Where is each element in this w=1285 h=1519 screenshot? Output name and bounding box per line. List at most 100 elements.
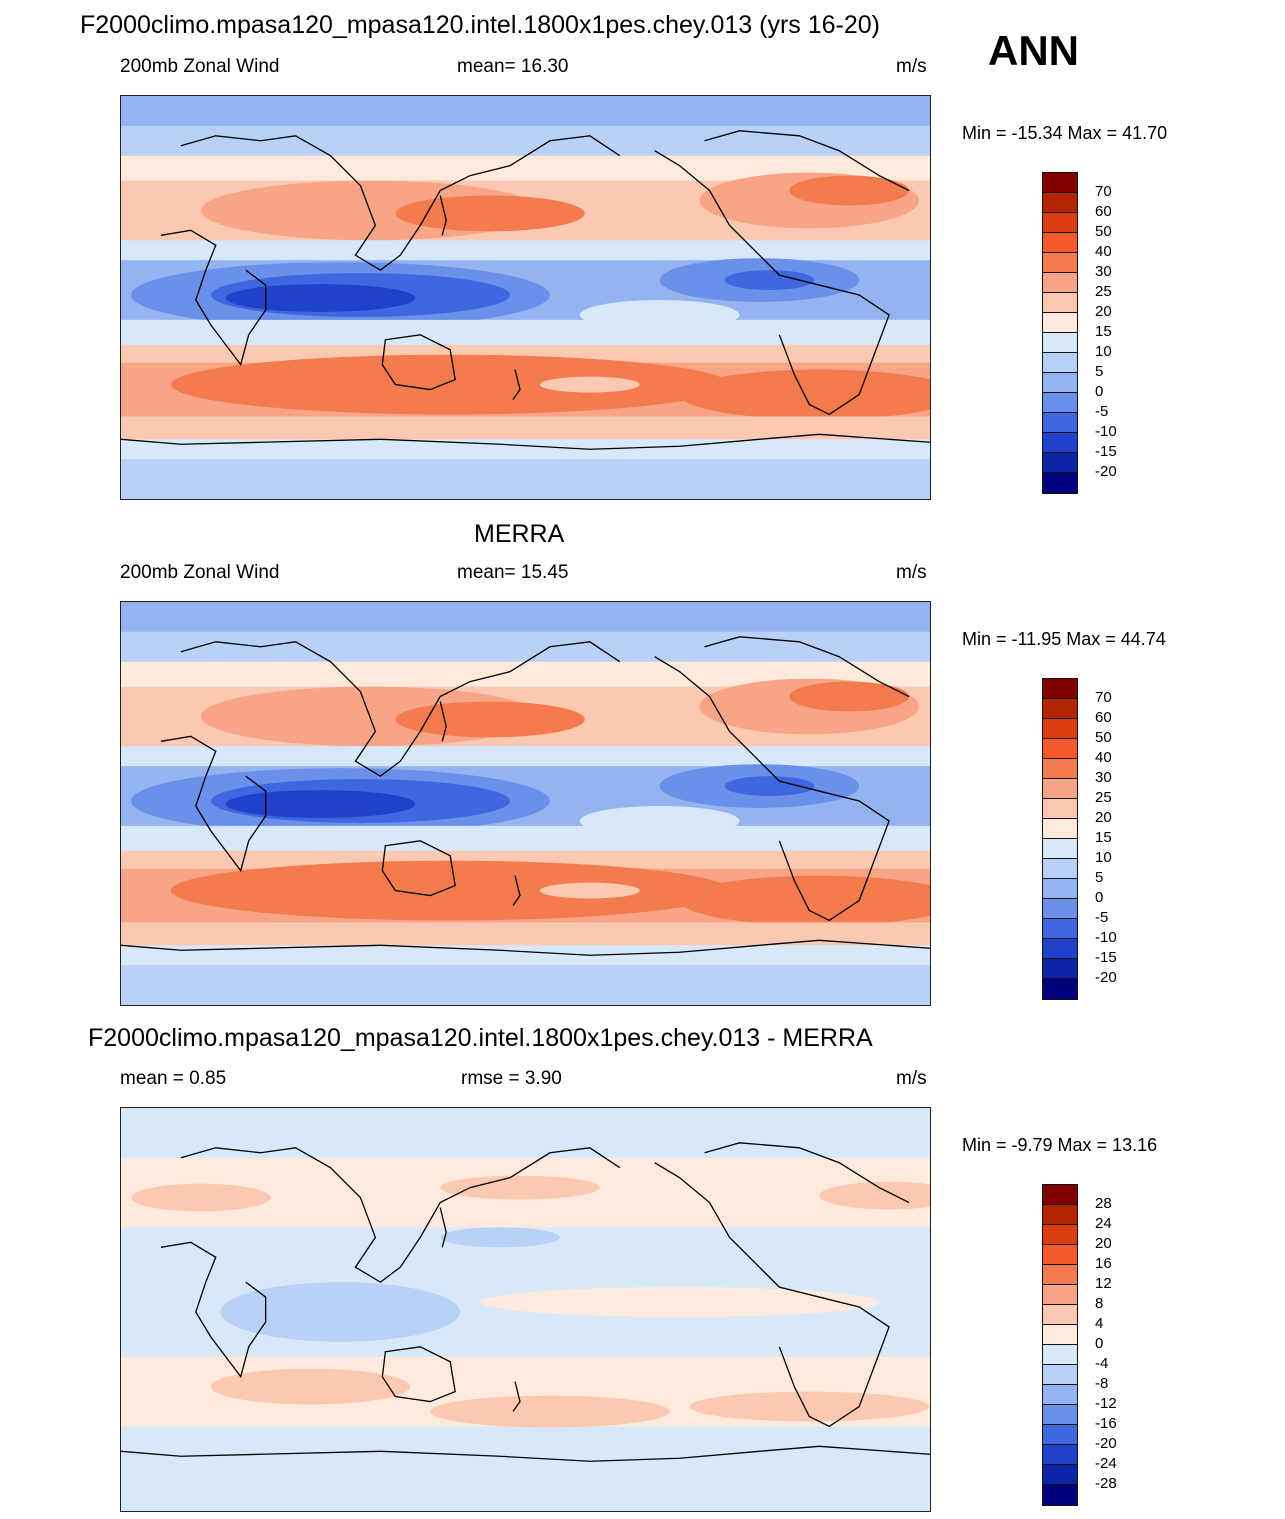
panel3-title: F2000climo.mpasa120_mpasa120.intel.1800x… — [88, 1024, 873, 1052]
colorbar-swatch — [1043, 213, 1077, 233]
panel3-map — [120, 1107, 931, 1512]
coastline — [512, 369, 521, 400]
colorbar-swatch — [1043, 679, 1077, 699]
coastline — [654, 656, 890, 922]
colorbar-swatch — [1043, 1445, 1077, 1465]
panel1-mean-label: mean= 16.30 — [457, 56, 569, 77]
colorbar-swatch — [1043, 333, 1077, 353]
contour-region — [430, 1395, 670, 1428]
contour-region — [789, 175, 910, 206]
colorbar-tick-label: 25 — [1095, 789, 1112, 806]
colorbar-swatch — [1043, 1385, 1077, 1405]
panel2-colorbar — [1042, 678, 1078, 1000]
colorbar-swatch — [1043, 839, 1077, 859]
contour-region — [539, 376, 640, 393]
colorbar-swatch — [1043, 1245, 1077, 1265]
colorbar-swatch — [1043, 273, 1077, 293]
coastline — [704, 130, 910, 192]
colorbar-swatch — [1043, 1485, 1077, 1505]
colorbar-tick-label: 40 — [1095, 749, 1112, 766]
colorbar-tick-label: 20 — [1095, 1235, 1112, 1252]
colorbar-tick-label: 60 — [1095, 709, 1112, 726]
colorbar-swatch — [1043, 899, 1077, 919]
contour-region — [225, 284, 416, 312]
colorbar-swatch — [1043, 1465, 1077, 1485]
colorbar-tick-label: 15 — [1095, 829, 1112, 846]
contour-region — [689, 1391, 930, 1422]
colorbar-swatch — [1043, 1265, 1077, 1285]
colorbar-tick-label: 50 — [1095, 729, 1112, 746]
colorbar-swatch — [1043, 1325, 1077, 1345]
colorbar-swatch — [1043, 453, 1077, 473]
coastline — [160, 1241, 267, 1379]
colorbar-swatch — [1043, 759, 1077, 779]
coastline — [160, 229, 267, 367]
contour-region — [480, 1287, 880, 1317]
contour-region — [440, 1175, 600, 1200]
panel1-map — [120, 95, 931, 500]
coastline — [121, 1445, 930, 1462]
colorbar-swatch — [1043, 1365, 1077, 1385]
contour-region — [225, 790, 416, 818]
panel1-colorbar — [1042, 172, 1078, 494]
colorbar-swatch — [1043, 1425, 1077, 1445]
panel3-rmse-label: rmse = 3.90 — [461, 1068, 562, 1089]
colorbar-swatch — [1043, 859, 1077, 879]
colorbar-tick-label: -16 — [1095, 1415, 1117, 1432]
coastline — [180, 641, 621, 777]
figure-title: F2000climo.mpasa120_mpasa120.intel.1800x… — [80, 11, 881, 39]
colorbar-swatch — [1043, 413, 1077, 433]
contour-band — [121, 922, 930, 948]
colorbar-tick-label: -12 — [1095, 1395, 1117, 1412]
contour-region — [539, 882, 640, 899]
colorbar-tick-label: -5 — [1095, 909, 1109, 926]
colorbar-tick-label: 4 — [1095, 1315, 1104, 1332]
coastline — [704, 1142, 910, 1204]
panel1-variable-label: 200mb Zonal Wind — [120, 56, 280, 77]
colorbar-swatch — [1043, 1305, 1077, 1325]
colorbar-swatch — [1043, 293, 1077, 313]
colorbar-tick-label: 5 — [1095, 869, 1104, 886]
colorbar-swatch — [1043, 1225, 1077, 1245]
colorbar-swatch — [1043, 879, 1077, 899]
panel2-variable-label: 200mb Zonal Wind — [120, 562, 280, 583]
coastline — [439, 1207, 447, 1248]
colorbar-tick-label: -24 — [1095, 1455, 1117, 1472]
colorbar-swatch — [1043, 393, 1077, 413]
colorbar-tick-label: 25 — [1095, 283, 1112, 300]
coastline — [439, 195, 447, 236]
colorbar-tick-label: 16 — [1095, 1255, 1112, 1272]
panel1-units-label: m/s — [896, 56, 927, 77]
contour-band — [121, 439, 930, 460]
colorbar-tick-label: -10 — [1095, 929, 1117, 946]
colorbar-tick-label: -15 — [1095, 443, 1117, 460]
coastline — [180, 135, 621, 271]
contour-region — [440, 1227, 560, 1248]
colorbar-swatch — [1043, 739, 1077, 759]
contour-band — [121, 631, 930, 662]
panel2-mean-label: mean= 15.45 — [457, 562, 569, 583]
contour-region — [724, 776, 815, 797]
colorbar-swatch — [1043, 313, 1077, 333]
coastline — [381, 840, 456, 897]
colorbar-tick-label: 60 — [1095, 203, 1112, 220]
colorbar-tick-label: 10 — [1095, 343, 1112, 360]
coastline — [512, 1381, 521, 1412]
coastline — [654, 150, 890, 416]
colorbar-swatch — [1043, 353, 1077, 373]
colorbar-swatch — [1043, 233, 1077, 253]
colorbar-tick-label: 0 — [1095, 383, 1104, 400]
coastline — [381, 1346, 456, 1403]
coastline — [180, 1147, 621, 1283]
panel3-units-label: m/s — [896, 1068, 927, 1089]
colorbar-tick-label: 70 — [1095, 183, 1112, 200]
colorbar-tick-label: 15 — [1095, 323, 1112, 340]
colorbar-tick-label: -20 — [1095, 1435, 1117, 1452]
colorbar-swatch — [1043, 979, 1077, 999]
colorbar-swatch — [1043, 799, 1077, 819]
contour-band — [121, 602, 930, 632]
panel2-units-label: m/s — [896, 562, 927, 583]
colorbar-swatch — [1043, 1205, 1077, 1225]
colorbar-swatch — [1043, 193, 1077, 213]
contour-region — [210, 1368, 411, 1405]
